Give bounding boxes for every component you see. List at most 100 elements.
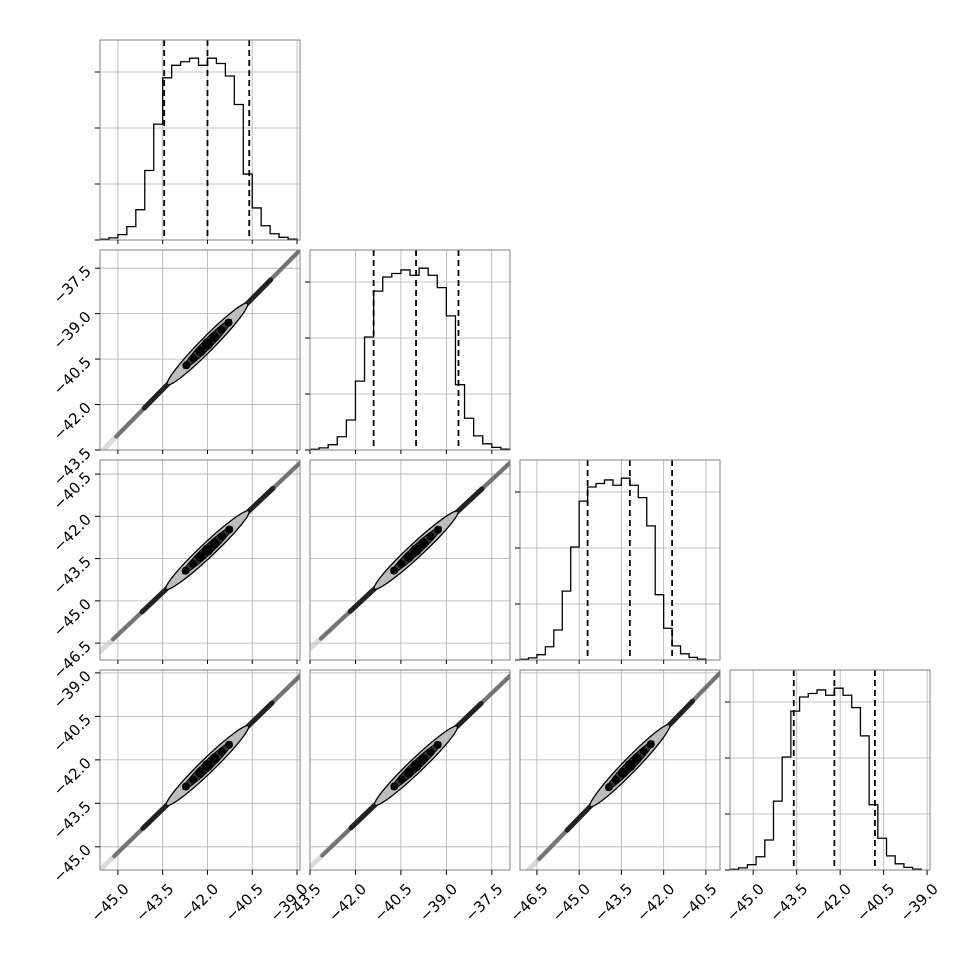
density-blob: [182, 361, 191, 370]
density-blob: [217, 747, 226, 756]
histogram-panel-3: [515, 459, 721, 661]
y-tick-label: −42.0: [50, 754, 95, 799]
density-blob: [646, 740, 655, 749]
density-blob: [418, 538, 429, 549]
density-blob: [418, 753, 429, 764]
panel-frame: [729, 669, 931, 871]
density-blob: [181, 566, 190, 575]
density-blob: [209, 753, 220, 764]
panel-frame: [99, 39, 301, 241]
density-blob: [225, 525, 234, 534]
y-tick-label: −42.0: [50, 510, 95, 555]
y-tick-label: −39.0: [50, 308, 95, 353]
panel-frame: [309, 459, 511, 661]
y-tick-label: −37.5: [50, 262, 95, 307]
density-blob: [201, 338, 213, 350]
x-tick-label: −40.5: [853, 880, 898, 925]
x-tick-label: −43.5: [766, 880, 811, 925]
density-blob: [397, 559, 406, 568]
density-blob: [639, 747, 648, 756]
y-axis-4: −45.0−43.5−42.0−40.5−39.0: [50, 667, 100, 886]
density-blob: [434, 525, 443, 534]
x-tick-label: −42.0: [810, 880, 855, 925]
x-tick-label: −42.0: [325, 880, 370, 925]
density-blob: [195, 552, 206, 563]
panel-frame: [309, 669, 511, 871]
histogram-step: [99, 57, 298, 240]
density-blob: [224, 318, 233, 327]
y-tick-label: −45.0: [50, 595, 95, 640]
density-blob: [188, 559, 197, 568]
scatter-panel-3: [309, 459, 511, 661]
x-tick-label: −46.5: [506, 880, 551, 925]
density-layer: [100, 250, 300, 450]
density-blob: [410, 760, 422, 772]
histogram-panel-2: [305, 249, 511, 451]
panel-frame: [99, 249, 301, 451]
panel-frame: [519, 669, 721, 871]
density-blob: [390, 566, 399, 575]
panel-frame: [99, 669, 301, 871]
y-tick-label: −43.5: [50, 797, 95, 842]
x-tick-label: −42.0: [633, 880, 678, 925]
density-blob: [617, 767, 628, 778]
histogram-step: [729, 687, 922, 870]
y-axis-2: −43.5−42.0−40.5−39.0−37.5: [50, 262, 100, 489]
panel-frame: [309, 249, 511, 451]
y-tick-label: −40.5: [50, 710, 95, 755]
y-tick-label: −42.0: [50, 399, 95, 444]
density-blob: [397, 775, 406, 784]
density-blob: [631, 753, 642, 764]
density-blob: [433, 740, 442, 749]
x-tick-label: −43.5: [591, 880, 636, 925]
density-blob: [403, 767, 414, 778]
density-blob: [201, 760, 213, 772]
x-tick-label: −40.5: [370, 880, 415, 925]
y-tick-label: −45.0: [50, 841, 95, 886]
histogram-panel-1: [95, 39, 301, 241]
density-blob: [209, 538, 220, 549]
density-blob: [195, 346, 206, 357]
x-tick-label: −37.5: [461, 880, 506, 925]
density-blob: [390, 782, 399, 791]
x-tick-label: −43.5: [132, 880, 177, 925]
x-tick-label: −40.5: [222, 880, 267, 925]
density-blob: [218, 532, 227, 541]
density-blob: [201, 544, 213, 556]
x-axis-2: −43.5 −42.0 −40.5 −39.0 −37.5: [280, 450, 507, 925]
density-blob: [624, 760, 636, 772]
density-blob: [189, 354, 198, 363]
x-axis-3: −46.5−45.0−43.5−42.0−40.5: [506, 660, 721, 925]
y-tick-label: −43.5: [50, 553, 95, 598]
density-layer: [310, 460, 510, 653]
density-layer: [100, 672, 300, 870]
x-tick-label: −39.0: [416, 880, 461, 925]
scatter-panel-2: [99, 459, 301, 661]
x-tick-label: −40.5: [675, 880, 720, 925]
histogram-panel-4: [725, 669, 931, 871]
density-blob: [217, 325, 226, 334]
density-blob: [403, 551, 414, 562]
x-tick-label: −45.0: [87, 880, 132, 925]
density-layer: [524, 670, 720, 870]
density-blob: [604, 783, 613, 792]
density-blob: [224, 740, 233, 749]
panel-frame: [99, 459, 301, 661]
x-tick-label: −39.0: [897, 880, 942, 925]
density-blob: [611, 775, 620, 784]
density-blob: [181, 782, 190, 791]
density-blob: [189, 775, 198, 784]
histogram-step: [519, 477, 707, 660]
scatter-panel-6: [519, 669, 721, 871]
x-tick-label: −42.0: [177, 880, 222, 925]
density-blob: [410, 544, 422, 556]
y-axis-3: −46.5−45.0−43.5−42.0−40.5: [50, 468, 100, 682]
panel-frame: [519, 459, 721, 661]
scatter-panel-5: [309, 669, 511, 871]
x-tick-label: −45.0: [549, 880, 594, 925]
y-tick-label: −40.5: [50, 353, 95, 398]
density-blob: [195, 767, 206, 778]
scatter-panel-1: [99, 249, 301, 451]
histogram-step: [309, 267, 511, 450]
density-layer: [310, 672, 510, 870]
